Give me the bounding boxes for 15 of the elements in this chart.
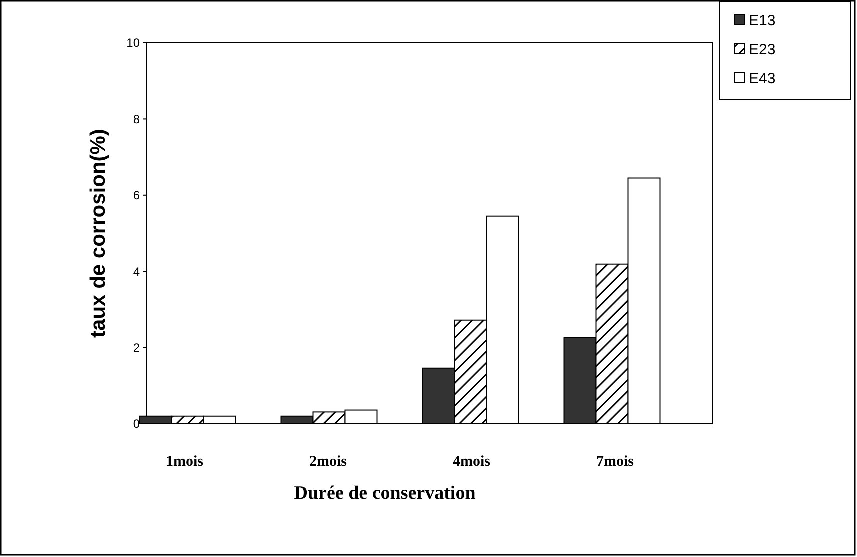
x-tick-label: 4mois bbox=[453, 454, 491, 470]
legend-label: E23 bbox=[749, 41, 776, 58]
y-axis-title: taux de corrosion(%) bbox=[87, 129, 110, 338]
x-tick-label: 7mois bbox=[596, 454, 634, 470]
y-tick-label: 8 bbox=[133, 112, 140, 126]
legend-label: E43 bbox=[749, 70, 776, 88]
x-tick-label: 1mois bbox=[166, 454, 204, 470]
x-axis-title: Durée de conservation bbox=[294, 483, 476, 504]
y-tick-label: 6 bbox=[133, 188, 140, 203]
legend-label: E13 bbox=[749, 12, 776, 30]
x-tick-label: 2mois bbox=[310, 454, 348, 470]
y-tick-label: 10 bbox=[126, 36, 140, 50]
y-tick-label: 4 bbox=[133, 264, 140, 279]
y-tick-label: 0 bbox=[133, 417, 140, 432]
y-tick-label: 2 bbox=[133, 341, 140, 355]
